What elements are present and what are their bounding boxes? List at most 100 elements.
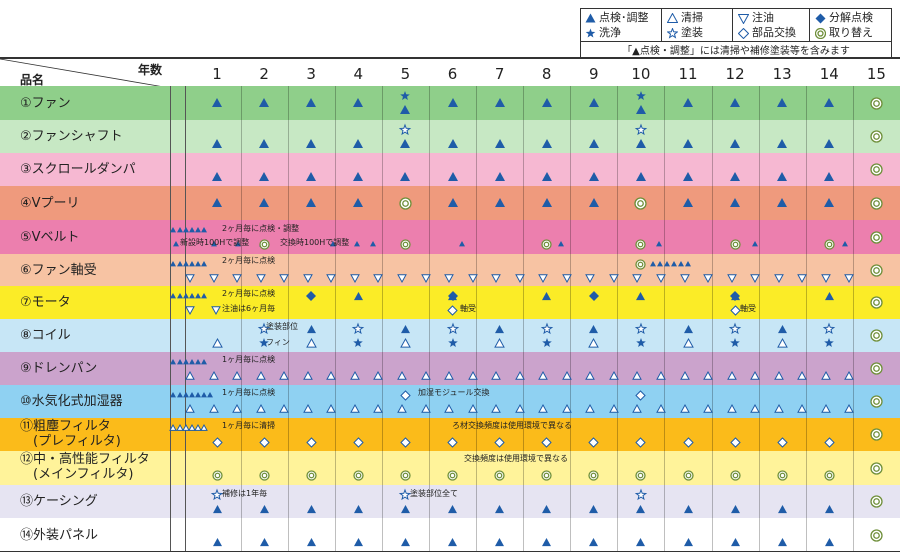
oil-triangle-icon	[773, 274, 784, 284]
oil-triangle-icon	[703, 274, 713, 284]
clean-triangle-icon	[679, 403, 690, 413]
legend-divider	[661, 9, 662, 41]
row-label: ②ファンシャフト	[20, 129, 123, 144]
clean-triangle-icon	[349, 403, 360, 413]
paint-star-icon	[399, 123, 412, 136]
clean-triangle-icon	[844, 370, 855, 380]
parts-diamond-icon	[682, 436, 694, 448]
inspect-triangle-icon	[678, 261, 684, 267]
inspect-triangle-icon	[447, 139, 458, 148]
clean-triangle-icon	[255, 370, 266, 380]
inspect-triangle-icon	[494, 198, 505, 207]
inspect-triangle-icon	[777, 198, 788, 207]
inspect-triangle-icon	[201, 293, 207, 299]
inspect-triangle-icon	[306, 172, 317, 181]
inspect-triangle-icon	[636, 537, 646, 546]
clean-triangle-icon	[797, 370, 808, 380]
clean-triangle-icon	[820, 403, 831, 413]
replace-circle-icon	[353, 469, 364, 481]
inspect-triangle-icon	[183, 227, 189, 233]
inspect-triangle-icon	[306, 198, 317, 207]
paint-star-icon	[634, 322, 648, 335]
inspect-triangle-icon	[259, 504, 269, 513]
inspect-triangle-icon	[585, 13, 596, 23]
parts-diamond-icon	[211, 436, 223, 448]
parts-diamond-icon	[729, 436, 741, 448]
inspect-triangle-icon	[400, 172, 411, 181]
clean-triangle-icon	[750, 403, 761, 413]
paint-star-icon	[666, 27, 679, 39]
inspect-triangle-icon	[495, 324, 505, 333]
inspect-triangle-icon	[259, 537, 269, 546]
inspect-triangle-icon	[657, 261, 663, 267]
clean-triangle-icon	[255, 403, 266, 413]
inspect-triangle-icon	[306, 537, 316, 546]
item-column-header: 品名	[20, 73, 45, 87]
inspect-triangle-icon	[650, 261, 656, 267]
wash-star-icon	[636, 91, 646, 100]
legend-item: 塗装	[666, 26, 703, 40]
clean-triangle-icon	[211, 337, 223, 348]
replace-circle-icon	[306, 469, 317, 481]
clean-triangle-icon	[726, 370, 737, 380]
inspect-triangle-icon	[683, 324, 693, 333]
inspect-triangle-icon	[541, 198, 552, 207]
inspect-triangle-icon	[189, 392, 195, 398]
replace-circle-icon	[824, 238, 835, 250]
clean-triangle-icon	[182, 423, 190, 431]
inspect-triangle-icon	[447, 98, 458, 107]
year-label: 8	[541, 65, 552, 83]
clean-triangle-icon	[208, 370, 219, 380]
inspect-triangle-icon	[183, 293, 189, 299]
parts-diamond-icon	[635, 436, 647, 448]
oil-triangle-icon	[514, 274, 525, 284]
parts-diamond-icon	[447, 436, 458, 448]
inspect-triangle-icon	[635, 105, 646, 114]
inspect-triangle-icon	[177, 392, 183, 398]
clean-triangle-icon	[585, 370, 596, 380]
table-row: ⑫中・高性能フィルタ (メインフィルタ)	[0, 451, 900, 486]
legend-note: 「▲点検・調整」には清掃や補修塗装等を含みます	[622, 46, 850, 57]
table-row: ⑧コイル	[0, 319, 900, 353]
row-label: ⑨ドレンパン	[20, 361, 98, 376]
replace-circle-icon	[870, 461, 883, 475]
paint-star-icon	[352, 322, 365, 335]
inspect-triangle-icon	[212, 504, 222, 513]
inspect-triangle-icon	[824, 291, 834, 300]
oil-triangle-icon	[397, 274, 407, 284]
inspect-triangle-icon	[589, 537, 599, 546]
inspect-triangle-icon	[777, 139, 788, 148]
inspect-triangle-icon	[212, 172, 222, 181]
inspect-triangle-icon	[330, 241, 336, 247]
year-label: 7	[494, 65, 505, 83]
clean-triangle-icon	[656, 370, 666, 380]
clean-triangle-icon	[514, 403, 525, 413]
inspect-triangle-icon	[730, 504, 740, 513]
inspect-triangle-icon	[494, 98, 505, 107]
inspect-triangle-icon	[201, 392, 207, 398]
year-column-header: 年数	[138, 63, 163, 77]
oil-triangle-icon	[326, 274, 337, 284]
legend: 点検･調整 清掃 注油 分解点検 洗浄 塗装 部品交換 取り替え 「▲点検・調整」には清掃や補修…	[580, 8, 892, 59]
inspect-triangle-icon	[683, 98, 693, 107]
inspect-triangle-icon	[448, 504, 457, 513]
paint-star-icon	[399, 488, 412, 501]
replace-circle-icon	[729, 469, 741, 481]
clean-triangle-icon	[420, 370, 431, 380]
replace-circle-icon	[588, 469, 599, 481]
inspect-triangle-icon	[824, 172, 835, 181]
parts-diamond-icon	[447, 304, 458, 316]
wash-star-icon	[353, 338, 364, 347]
inspect-triangle-icon	[588, 98, 599, 107]
year-label: 9	[589, 65, 599, 83]
clean-triangle-icon	[326, 403, 337, 413]
table-header: 品名 年数 1 2 3 4 5 6 7 8 9 10 11 12 13 14 15	[0, 57, 900, 89]
legend-divider	[732, 9, 733, 41]
legend-label: 注油	[752, 11, 774, 24]
grid-line	[428, 86, 430, 551]
row-label: ⑫中・高性能フィルタ (メインフィルタ)	[20, 452, 150, 482]
parts-diamond-icon	[353, 436, 364, 448]
clean-triangle-icon	[585, 403, 596, 413]
legend-item: 洗浄	[585, 26, 621, 40]
inspect-triangle-icon	[495, 504, 505, 513]
